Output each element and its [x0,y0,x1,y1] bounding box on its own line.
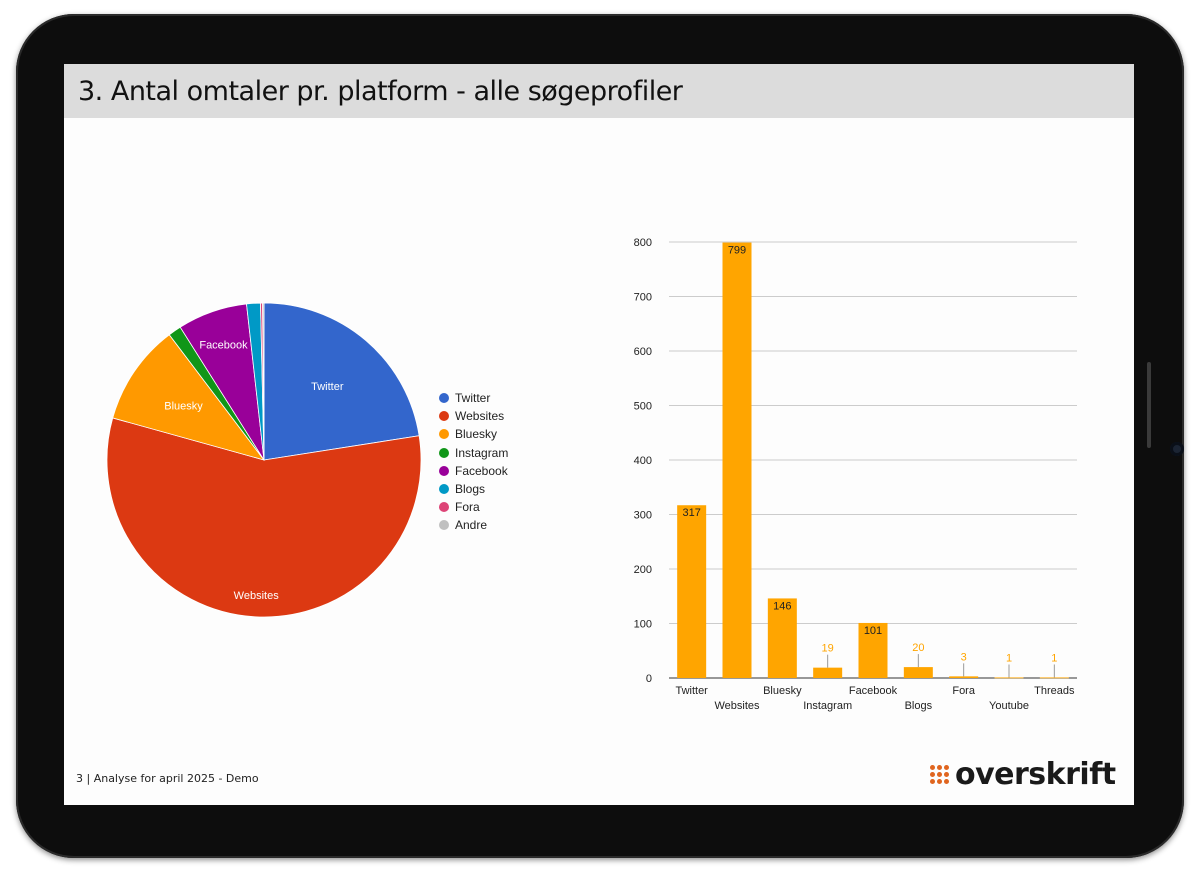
x-tick-label: Blogs [905,700,933,712]
y-tick-label: 100 [634,619,652,631]
y-tick-label: 800 [634,237,652,249]
logo-dots-icon [930,764,949,784]
bar-youtube [994,677,1024,679]
side-button [1147,362,1151,448]
slide-footer: 3 | Analyse for april 2025 - Demo [76,772,259,785]
pie-label-facebook: Facebook [199,339,248,351]
bar-value-label: 1 [1051,652,1057,664]
bar-threads [1039,677,1069,679]
pie-slice-twitter [263,302,420,461]
bar-websites [722,242,752,679]
logo-text: overskrift [955,756,1116,792]
pie-chart: Twitter Websites Bluesky Facebook [106,302,422,618]
bar-value-label: 799 [728,245,746,257]
legend-label: Twitter [455,391,491,406]
legend-item-bluesky: Bluesky [439,425,508,443]
y-tick-label: 600 [634,346,652,358]
bar-blogs [903,667,933,678]
y-tick-label: 700 [634,292,652,304]
y-tick-label: 400 [634,455,652,467]
legend-swatch [439,465,449,476]
legend-item-andre: Andre [439,516,508,534]
camera-icon [1170,442,1184,456]
bar-fora [949,676,979,678]
legend-label: Instagram [455,445,509,460]
legend-swatch [439,520,449,531]
legend-item-twitter: Twitter [439,389,508,407]
legend-swatch [439,484,449,495]
legend-item-instagram: Instagram [439,444,508,462]
legend-swatch [439,393,449,404]
bar-twitter [677,505,707,678]
bar-value-label: 19 [822,643,834,655]
bar-facebook [858,622,888,678]
legend-item-websites: Websites [439,407,508,425]
pie-slice-websites [106,417,422,618]
legend-swatch [439,447,449,458]
x-tick-label: Threads [1034,685,1075,697]
bar-value-label: 3 [961,651,967,663]
x-tick-label: Bluesky [763,685,802,697]
overskrift-logo: overskrift [930,756,1116,792]
pie-legend: Twitter Websites Bluesky Instagram Facebook B… [439,389,508,535]
legend-swatch [439,411,449,422]
bar-value-label: 146 [773,600,791,612]
legend-label: Blogs [455,482,486,497]
slide: 3. Antal omtaler pr. platform - alle søg… [64,64,1134,805]
x-tick-label: Facebook [849,685,898,697]
bar-value-label: 1 [1006,652,1012,664]
pie-label-bluesky: Bluesky [164,400,203,412]
x-tick-label: Youtube [989,700,1029,712]
bar-chart: 0 100 200 300 400 500 600 700 800 317 Twitter 799 We… [634,237,1077,712]
legend-label: Websites [455,409,505,424]
legend-swatch [439,502,449,513]
x-tick-label: Websites [714,700,760,712]
bar-instagram [813,667,843,678]
bar-value-label: 317 [682,507,700,519]
legend-item-fora: Fora [439,498,508,516]
pie-label-websites: Websites [234,590,280,602]
x-tick-label: Twitter [675,685,708,697]
slide-title: 3. Antal omtaler pr. platform - alle søg… [78,76,683,107]
legend-swatch [439,429,449,440]
legend-label: Bluesky [455,427,498,442]
bar-value-label: 20 [912,642,924,654]
bar-bluesky [767,598,797,678]
legend-label: Andre [455,518,488,533]
pie-slice-andre [262,302,265,461]
y-tick-label: 500 [634,401,652,413]
y-tick-label: 200 [634,564,652,576]
pie-slice-bluesky [112,334,266,461]
legend-label: Fora [455,500,480,515]
legend-label: Facebook [455,463,508,478]
legend-item-blogs: Blogs [439,480,508,498]
x-tick-label: Instagram [803,700,852,712]
title-bar: 3. Antal omtaler pr. platform - alle søg… [64,64,1134,118]
pie-label-twitter: Twitter [311,381,344,393]
y-tick-label: 300 [634,510,652,522]
y-tick-label: 0 [646,673,652,685]
legend-item-facebook: Facebook [439,462,508,480]
bar-value-label: 101 [864,625,882,637]
x-tick-label: Fora [952,685,976,697]
